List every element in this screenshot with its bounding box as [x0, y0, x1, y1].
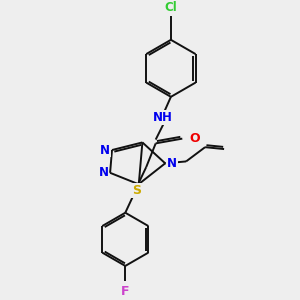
Text: N: N — [98, 166, 109, 179]
Text: Cl: Cl — [164, 1, 177, 14]
Text: S: S — [132, 184, 141, 197]
Text: N: N — [167, 157, 177, 170]
Text: NH: NH — [153, 111, 173, 124]
Text: N: N — [100, 143, 110, 157]
Text: F: F — [121, 285, 130, 298]
Text: O: O — [189, 132, 200, 145]
